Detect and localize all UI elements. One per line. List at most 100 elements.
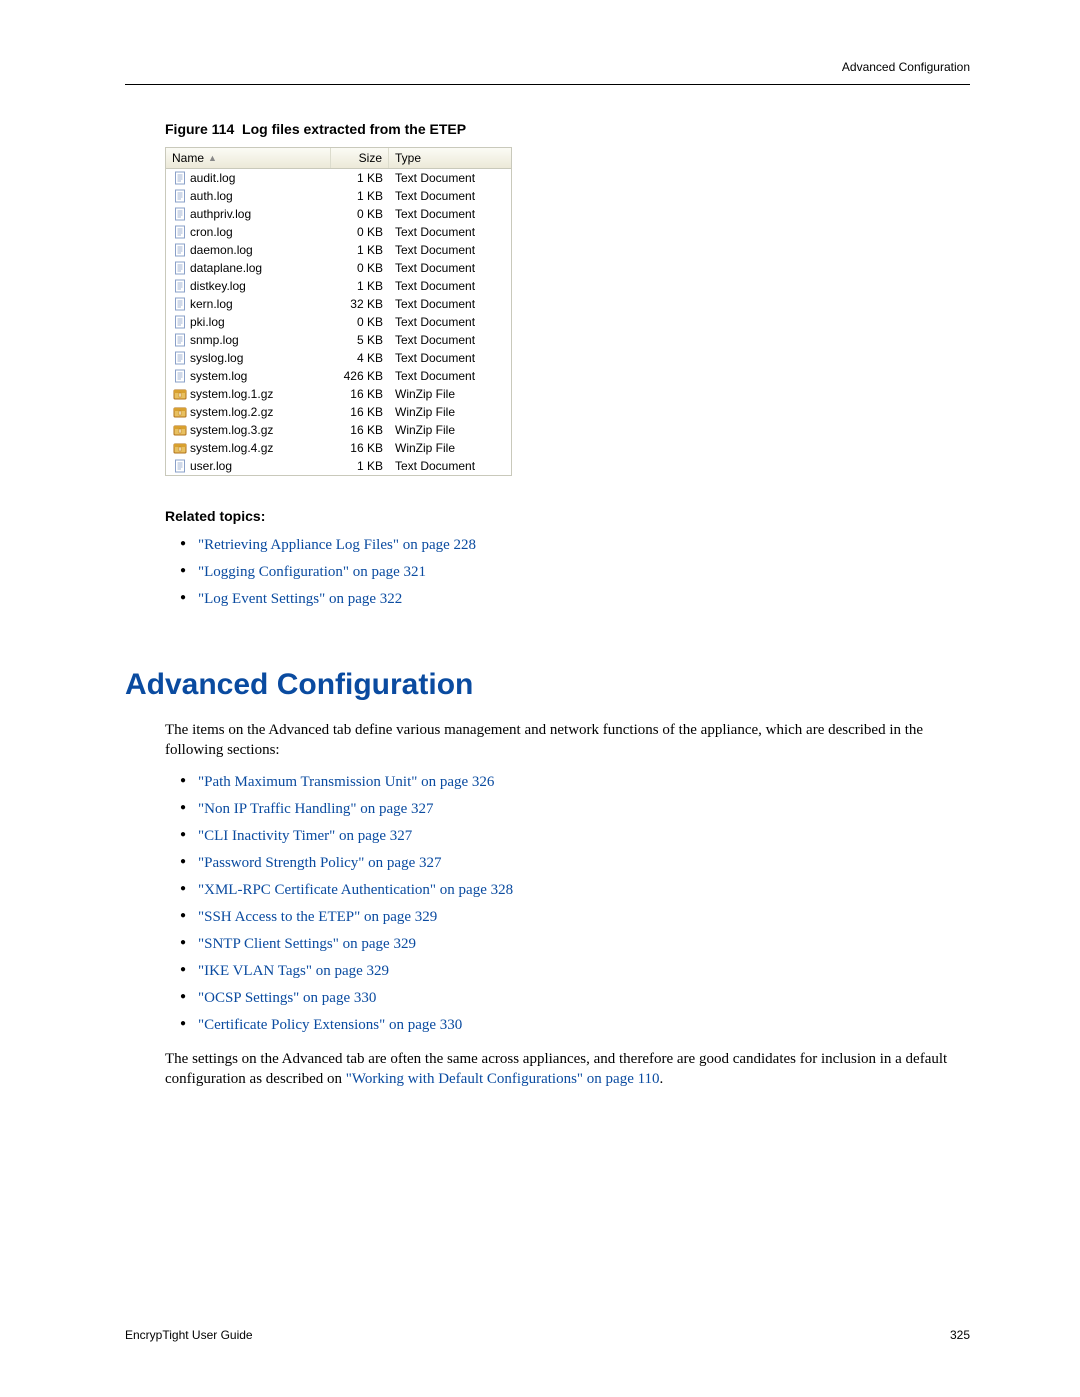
section-link[interactable]: "XML-RPC Certificate Authentication" on … [198,882,513,898]
cell-name: system.log [166,368,331,384]
text-file-icon [172,261,188,275]
list-item: "Logging Configuration" on page 321 [180,559,970,586]
related-topic-link[interactable]: "Retrieving Appliance Log Files" on page… [198,537,476,553]
file-name: audit.log [190,171,235,185]
related-topic-link[interactable]: "Log Event Settings" on page 322 [198,591,402,607]
file-name: system.log.3.gz [190,423,273,437]
section-link[interactable]: "CLI Inactivity Timer" on page 327 [198,828,412,844]
table-row[interactable]: kern.log32 KBText Document [166,295,511,313]
section-link[interactable]: "IKE VLAN Tags" on page 329 [198,963,389,979]
table-row[interactable]: system.log.2.gz16 KBWinZip File [166,403,511,421]
advanced-links-list: "Path Maximum Transmission Unit" on page… [180,769,970,1039]
cell-type: WinZip File [389,440,511,456]
file-name: system.log.1.gz [190,387,273,401]
figure-number: Figure 114 [165,121,234,137]
table-row[interactable]: snmp.log5 KBText Document [166,331,511,349]
table-row[interactable]: pki.log0 KBText Document [166,313,511,331]
cell-size: 0 KB [331,206,389,222]
running-header: Advanced Configuration [125,60,970,85]
file-name: daemon.log [190,243,253,257]
table-row[interactable]: user.log 1 KBText Document [166,457,511,475]
list-item: "Password Strength Policy" on page 327 [180,850,970,877]
col-header-type[interactable]: Type [389,148,511,168]
text-file-icon [172,243,188,257]
sort-ascending-icon: ▲ [208,153,217,163]
cell-type: Text Document [389,260,511,276]
col-header-name[interactable]: Name ▲ [166,148,331,168]
section-link[interactable]: "OCSP Settings" on page 330 [198,990,376,1006]
section-link[interactable]: "Certificate Policy Extensions" on page … [198,1017,462,1033]
cell-type: Text Document [389,242,511,258]
cell-size: 0 KB [331,260,389,276]
list-item: "SNTP Client Settings" on page 329 [180,931,970,958]
table-row[interactable]: syslog.log4 KBText Document [166,349,511,367]
table-row[interactable]: audit.log 1 KBText Document [166,169,511,187]
list-item: "Log Event Settings" on page 322 [180,586,970,613]
cell-name: pki.log [166,314,331,330]
section-link[interactable]: "Path Maximum Transmission Unit" on page… [198,774,494,790]
cell-size: 1 KB [331,458,389,474]
col-header-name-text: Name [172,151,204,165]
file-name: user.log [190,459,232,473]
text-file-icon [172,369,188,383]
section-link[interactable]: "SSH Access to the ETEP" on page 329 [198,909,437,925]
section-link[interactable]: "SNTP Client Settings" on page 329 [198,936,416,952]
file-name: authpriv.log [190,207,251,221]
zip-file-icon [172,423,188,437]
table-row[interactable]: system.log.1.gz16 KBWinZip File [166,385,511,403]
section-link[interactable]: "Password Strength Policy" on page 327 [198,855,441,871]
related-topics-label: Related topics: [165,508,970,524]
section-link[interactable]: "Non IP Traffic Handling" on page 327 [198,801,434,817]
cell-size: 16 KB [331,386,389,402]
table-row[interactable]: system.log.4.gz16 KBWinZip File [166,439,511,457]
cell-type: Text Document [389,368,511,384]
cell-size: 1 KB [331,170,389,186]
file-name: auth.log [190,189,233,203]
default-configs-link[interactable]: "Working with Default Configurations" on… [346,1071,660,1087]
cell-type: Text Document [389,458,511,474]
table-row[interactable]: dataplane.log0 KBText Document [166,259,511,277]
footer-page-number: 325 [950,1328,970,1342]
table-row[interactable]: cron.log0 KBText Document [166,223,511,241]
table-row[interactable]: system.log.3.gz16 KBWinZip File [166,421,511,439]
cell-name: user.log [166,458,331,474]
text-file-icon [172,351,188,365]
table-row[interactable]: auth.log1 KBText Document [166,187,511,205]
cell-size: 16 KB [331,422,389,438]
file-name: system.log [190,369,247,383]
file-name: pki.log [190,315,225,329]
cell-size: 5 KB [331,332,389,348]
cell-type: Text Document [389,170,511,186]
cell-type: WinZip File [389,404,511,420]
cell-name: auth.log [166,188,331,204]
cell-size: 426 KB [331,368,389,384]
related-topic-link[interactable]: "Logging Configuration" on page 321 [198,564,426,580]
cell-name: kern.log [166,296,331,312]
cell-name: system.log.3.gz [166,422,331,438]
file-name: snmp.log [190,333,239,347]
cell-type: Text Document [389,296,511,312]
zip-file-icon [172,405,188,419]
cell-name: audit.log [166,170,331,186]
file-name: cron.log [190,225,233,239]
text-file-icon [172,279,188,293]
col-header-size[interactable]: Size [331,148,389,168]
list-item: "SSH Access to the ETEP" on page 329 [180,904,970,931]
cell-name: system.log.2.gz [166,404,331,420]
list-item: "Non IP Traffic Handling" on page 327 [180,796,970,823]
table-row[interactable]: daemon.log1 KBText Document [166,241,511,259]
file-table-header: Name ▲ Size Type [166,148,511,169]
cell-name: authpriv.log [166,206,331,222]
zip-file-icon [172,387,188,401]
list-item: "OCSP Settings" on page 330 [180,985,970,1012]
table-row[interactable]: system.log 426 KBText Document [166,367,511,385]
text-file-icon [172,189,188,203]
file-name: syslog.log [190,351,243,365]
table-row[interactable]: authpriv.log0 KBText Document [166,205,511,223]
outro-paragraph: The settings on the Advanced tab are oft… [165,1049,970,1090]
text-file-icon [172,459,188,473]
page-footer: EncrypTight User Guide 325 [125,1328,970,1342]
cell-name: dataplane.log [166,260,331,276]
cell-name: syslog.log [166,350,331,366]
table-row[interactable]: distkey.log1 KBText Document [166,277,511,295]
